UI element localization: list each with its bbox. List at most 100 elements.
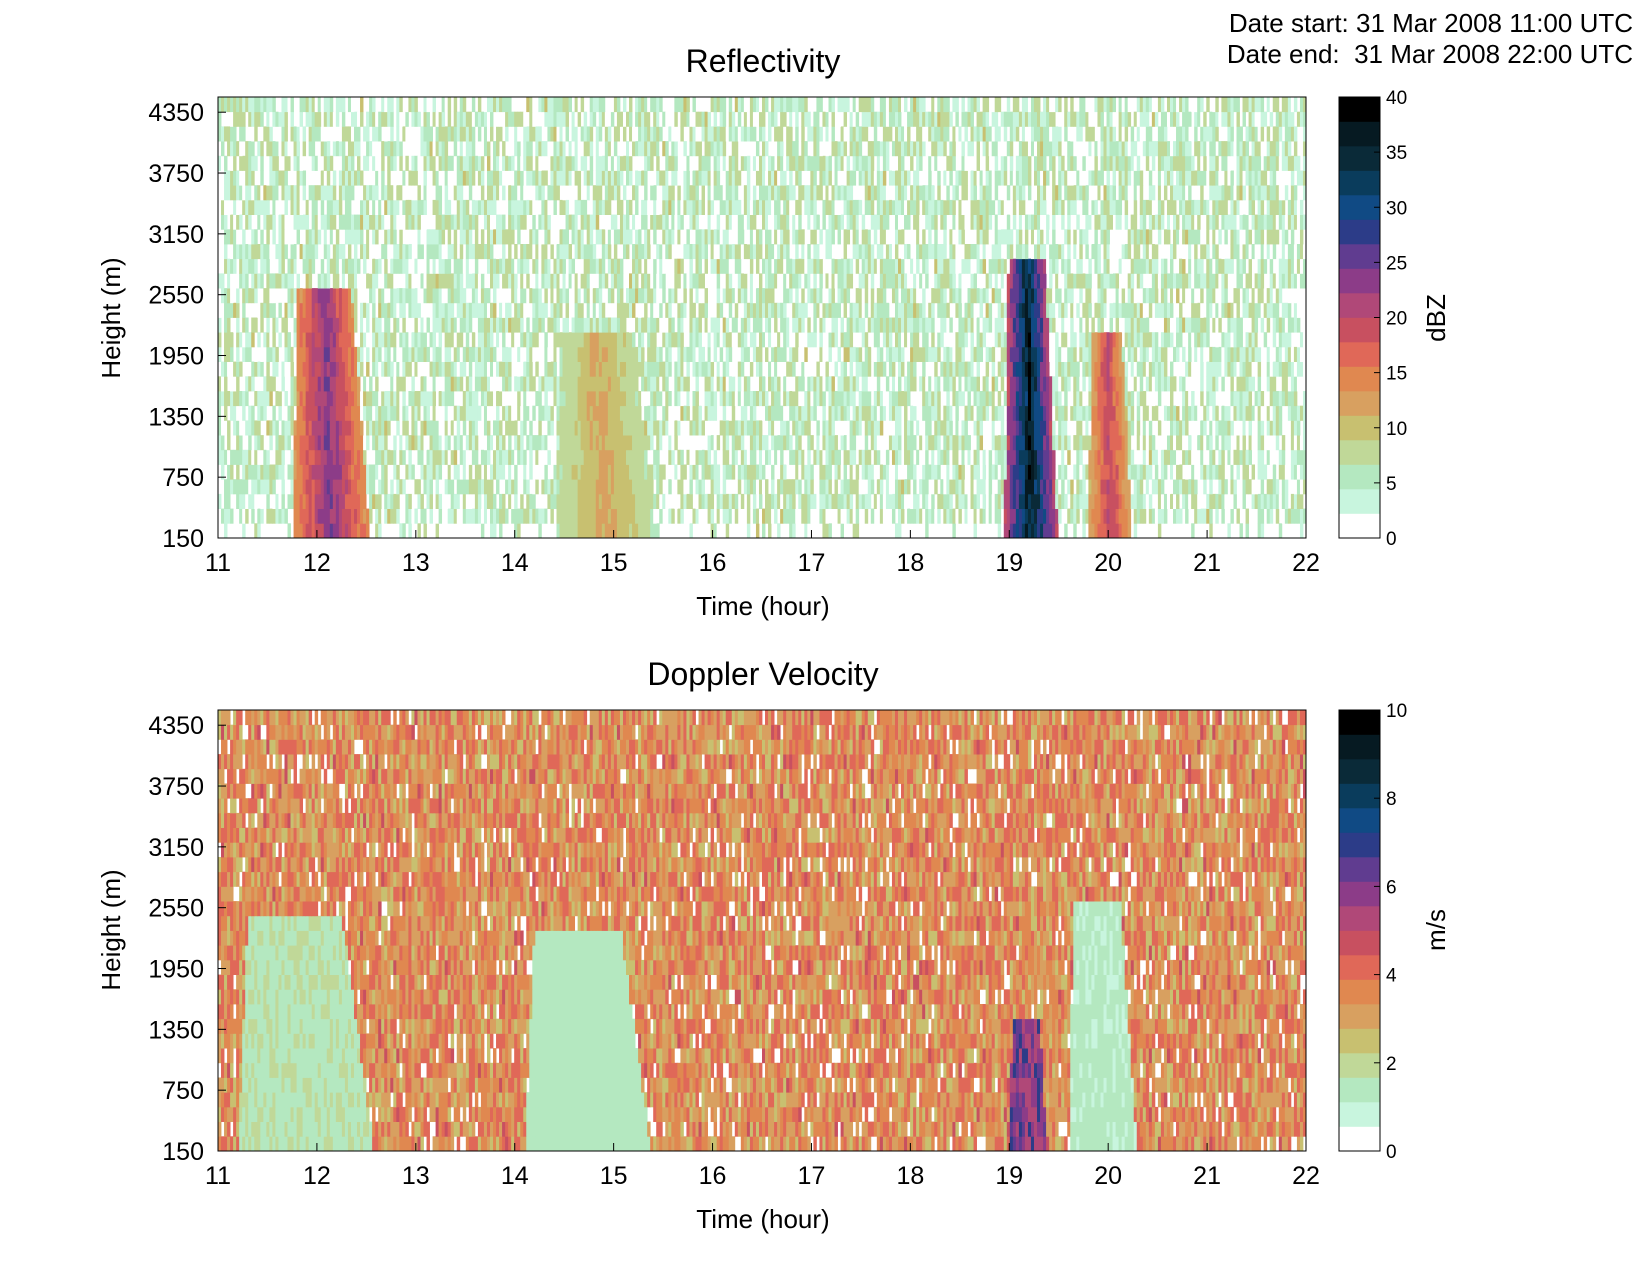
- heatmap-cell: [1034, 288, 1038, 304]
- heatmap-cell: [480, 346, 485, 362]
- heatmap-cell: [317, 493, 322, 509]
- heatmap-cell: [647, 464, 651, 480]
- heatmap-cell: [677, 317, 681, 333]
- heatmap-cell: [695, 405, 699, 421]
- heatmap-cell: [314, 405, 319, 421]
- heatmap-cell: [1233, 317, 1237, 333]
- heatmap-cell: [272, 493, 276, 509]
- heatmap-cell: [571, 435, 576, 451]
- heatmap-cell: [314, 449, 319, 465]
- heatmap-cell: [635, 391, 639, 407]
- heatmap-cell: [589, 479, 594, 495]
- heatmap-cell: [710, 405, 715, 421]
- heatmap-cell: [813, 391, 817, 407]
- heatmap-cell: [979, 332, 984, 348]
- heatmap-cell: [1082, 361, 1086, 377]
- heatmap-cell: [1040, 332, 1044, 348]
- heatmap-cell: [876, 376, 881, 392]
- heatmap-cell: [1091, 405, 1095, 421]
- heatmap-cell: [1097, 508, 1101, 524]
- heatmap-cell: [644, 479, 648, 495]
- heatmap-cell: [514, 391, 518, 407]
- heatmap-cell: [263, 464, 267, 480]
- heatmap-cell: [532, 493, 536, 509]
- heatmap-cell: [1191, 523, 1195, 539]
- heatmap-cell: [925, 405, 929, 421]
- heatmap-cell: [870, 332, 875, 348]
- heatmap-cell: [526, 435, 530, 451]
- heatmap-cell: [511, 508, 515, 524]
- heatmap-cell: [1003, 302, 1008, 318]
- heatmap-cell: [490, 302, 494, 318]
- heatmap-cell: [502, 464, 506, 480]
- heatmap-cell: [447, 449, 452, 465]
- heatmap-cell: [834, 391, 838, 407]
- heatmap-cell: [698, 435, 702, 451]
- heatmap-cell: [749, 449, 754, 465]
- heatmap-cell: [765, 346, 769, 362]
- heatmap-cell: [438, 508, 443, 524]
- heatmap-cell: [332, 479, 337, 495]
- heatmap-cell: [344, 361, 349, 377]
- heatmap-cell: [973, 346, 977, 362]
- heatmap-cell: [378, 391, 382, 407]
- heatmap-cell: [653, 464, 657, 480]
- heatmap-cell: [248, 376, 252, 392]
- heatmap-cell: [408, 523, 412, 539]
- heatmap-cell: [366, 405, 370, 421]
- heatmap-cell: [1118, 361, 1123, 377]
- heatmap-cell: [544, 464, 548, 480]
- heatmap-cell: [260, 391, 264, 407]
- heatmap-cell: [1142, 288, 1147, 304]
- heatmap-cell: [320, 346, 325, 362]
- heatmap-cell: [1037, 523, 1041, 539]
- heatmap-cell: [393, 273, 397, 289]
- heatmap-cell: [722, 479, 727, 495]
- heatmap-cell: [795, 449, 799, 465]
- heatmap-cell: [272, 317, 276, 333]
- heatmap-cell: [272, 361, 276, 377]
- heatmap-cell: [1121, 288, 1126, 304]
- heatmap-cell: [293, 449, 297, 465]
- heatmap-cell: [991, 420, 996, 436]
- heatmap-cell: [1139, 435, 1144, 451]
- heatmap-cell: [589, 288, 594, 304]
- heatmap-cell: [544, 479, 548, 495]
- heatmap-cell: [1176, 449, 1180, 465]
- heatmap-cell: [1012, 302, 1017, 318]
- heatmap-cell: [771, 508, 775, 524]
- heatmap-cell: [925, 420, 929, 436]
- heatmap-cell: [907, 435, 911, 451]
- heatmap-cell: [743, 317, 748, 333]
- heatmap-cell: [402, 361, 406, 377]
- heatmap-cell: [526, 376, 530, 392]
- heatmap-cell: [589, 376, 594, 392]
- heatmap-cell: [1224, 435, 1228, 451]
- heatmap-cell: [828, 317, 832, 333]
- heatmap-cell: [326, 376, 331, 392]
- heatmap-cell: [810, 464, 814, 480]
- heatmap-cell: [290, 420, 294, 436]
- heatmap-cell: [692, 508, 696, 524]
- heatmap-cell: [888, 420, 893, 436]
- heatmap-cell: [894, 376, 899, 392]
- heatmap-cell: [789, 449, 793, 465]
- heatmap-cell: [278, 449, 282, 465]
- heatmap-cell: [1239, 449, 1243, 465]
- heatmap-cell: [804, 332, 808, 348]
- heatmap-cell: [1200, 391, 1204, 407]
- heatmap-cell: [598, 391, 603, 407]
- heatmap-cell: [441, 435, 446, 451]
- heatmap-cell: [260, 405, 264, 421]
- heatmap-cell: [822, 449, 826, 465]
- heatmap-cell: [647, 508, 651, 524]
- heatmap-cell: [1299, 508, 1304, 524]
- heatmap-cell: [305, 523, 310, 539]
- heatmap-cell: [752, 346, 757, 362]
- heatmap-cell: [1133, 508, 1138, 524]
- heatmap-cell: [864, 391, 869, 407]
- heatmap-cell: [828, 464, 832, 480]
- heatmap-cell: [1254, 317, 1259, 333]
- heatmap-cell: [1173, 493, 1177, 509]
- heatmap-cell: [221, 376, 225, 392]
